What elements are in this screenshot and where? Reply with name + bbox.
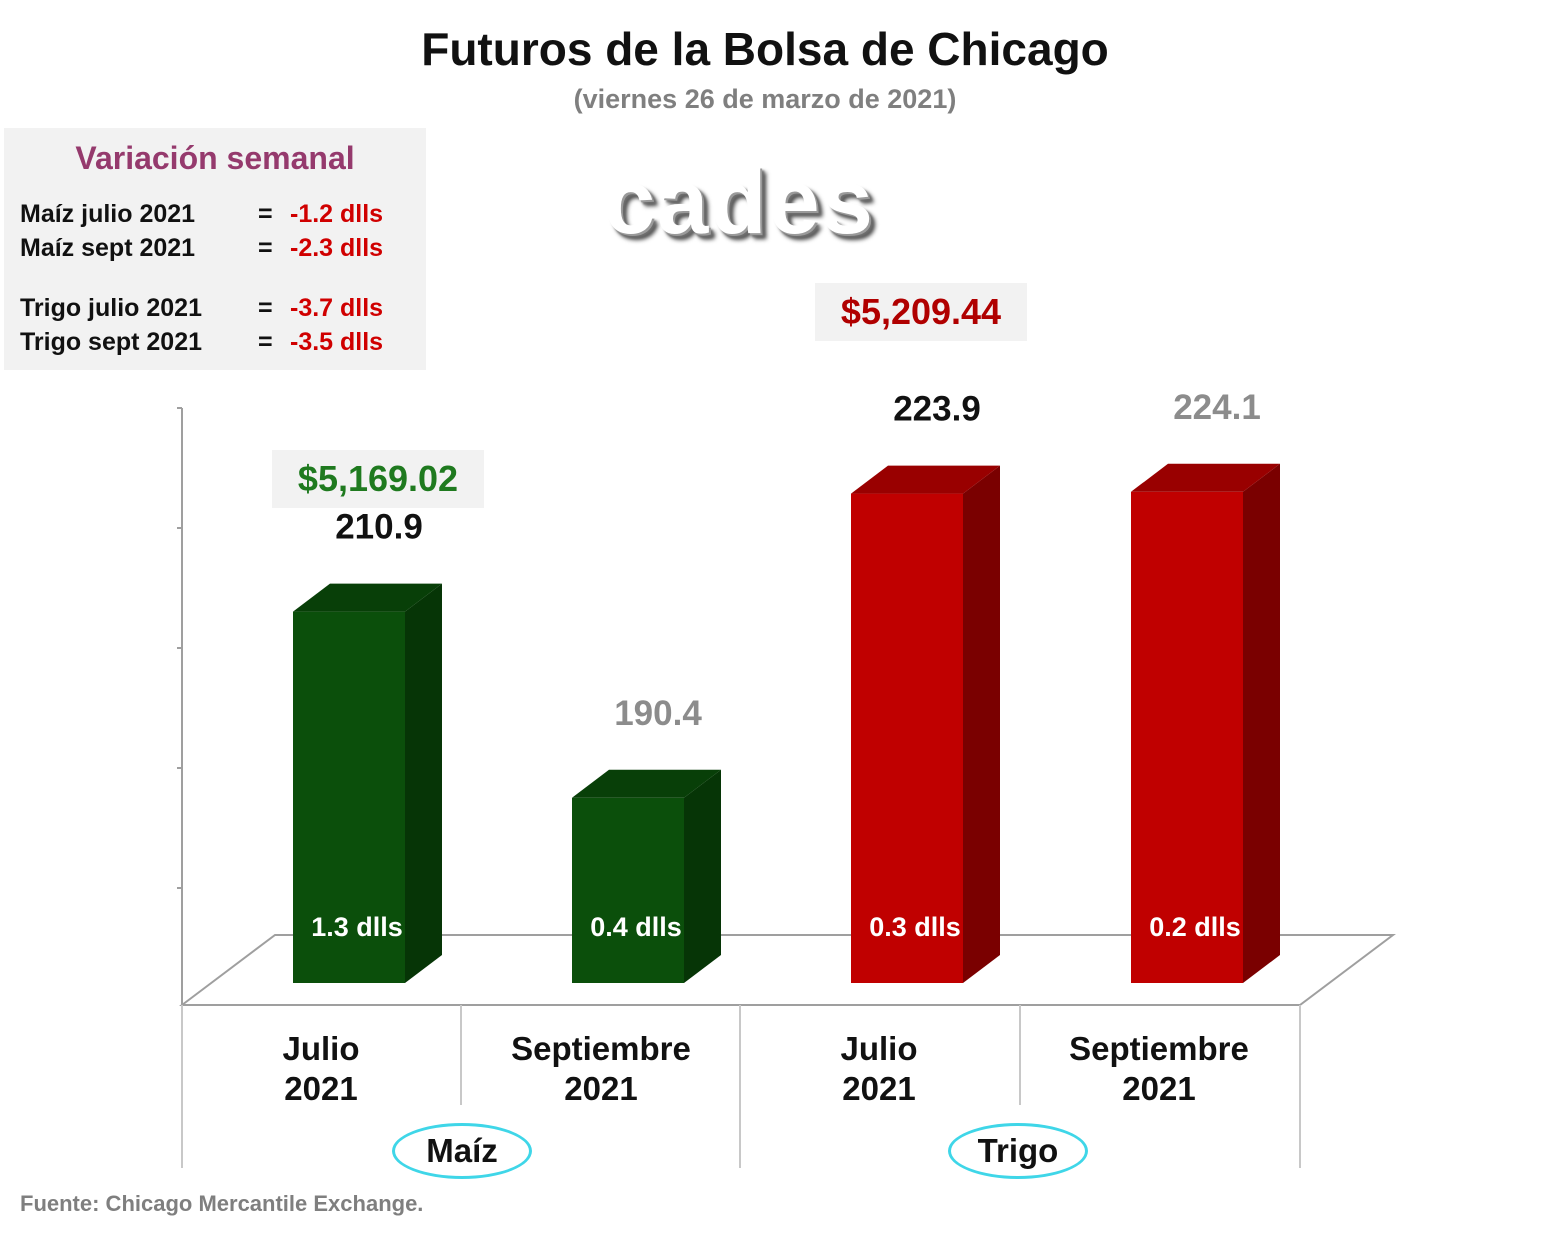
- variation-label: Maíz sept 2021: [20, 234, 196, 262]
- bar-top: [851, 465, 1000, 494]
- category-label-line: 2021: [1122, 1070, 1196, 1107]
- bar-front: [572, 797, 684, 983]
- category-label-line: 2021: [842, 1070, 916, 1107]
- bar-side: [1243, 463, 1280, 984]
- bar: [1131, 463, 1280, 984]
- bar-side: [963, 465, 1000, 983]
- category-label: Julio 2021: [181, 1029, 461, 1109]
- category-label-line: Septiembre: [1069, 1030, 1249, 1067]
- bar-front: [851, 493, 963, 983]
- inner-change-label: 1.3 dlls: [311, 912, 403, 942]
- bar-side: [405, 583, 442, 983]
- variation-value: -2.3 dlls: [290, 234, 384, 262]
- bar: [851, 465, 1000, 983]
- variation-equals: =: [258, 234, 273, 262]
- total-trigo-badge: $5,209.44: [815, 283, 1027, 341]
- chart-title: Futuros de la Bolsa de Chicago: [421, 23, 1109, 75]
- variation-label: Trigo julio 2021: [20, 294, 202, 322]
- bar-top: [1131, 463, 1280, 492]
- variation-equals: =: [258, 294, 273, 322]
- category-label-line: 2021: [564, 1070, 638, 1107]
- variation-row-maiz-julio: Maíz julio 2021 = -1.2 dlls: [20, 200, 383, 229]
- group-label-maiz: Maíz: [392, 1123, 532, 1179]
- bar-top: [293, 583, 442, 612]
- total-maiz-badge: $5,169.02: [272, 450, 484, 508]
- bar-front: [1131, 491, 1243, 983]
- weekly-variation-title: Variación semanal: [75, 140, 355, 176]
- variation-value: -3.7 dlls: [290, 294, 384, 322]
- value-label: 190.4: [614, 694, 702, 733]
- chart-labels: 210.9 1.3 dlls 190.4 0.4 dlls 223.9 0.3 dlls 2…: [311, 388, 1261, 942]
- variation-row-trigo-sept: Trigo sept 2021 = -3.5 dlls: [20, 328, 383, 357]
- bar-side: [684, 769, 721, 983]
- category-label-line: 2021: [284, 1070, 358, 1107]
- variation-equals: =: [258, 200, 273, 228]
- variation-equals: =: [258, 328, 273, 356]
- weekly-variation-box: Variación semanal Maíz julio 2021 = -1.2 d…: [4, 128, 426, 370]
- inner-change-label: 0.3 dlls: [869, 912, 961, 942]
- variation-value: -1.2 dlls: [290, 200, 384, 228]
- variation-value: -3.5 dlls: [290, 328, 384, 356]
- chart-axes: [177, 407, 1396, 1168]
- variation-row-maiz-sept: Maíz sept 2021 = -2.3 dlls: [20, 234, 383, 263]
- category-label: Septiembre 2021: [1019, 1029, 1299, 1109]
- bar-top: [572, 769, 721, 798]
- value-label: 210.9: [335, 508, 423, 547]
- bar: [293, 583, 442, 983]
- chart-bars: [293, 463, 1280, 984]
- value-label: 224.1: [1173, 388, 1261, 427]
- source-note: Fuente: Chicago Mercantile Exchange.: [20, 1191, 424, 1216]
- category-label-line: Julio: [840, 1030, 918, 1067]
- category-label: Septiembre 2021: [461, 1029, 741, 1109]
- bar-front: [293, 611, 405, 983]
- variation-label: Trigo sept 2021: [20, 328, 203, 356]
- category-label-line: Julio: [282, 1030, 360, 1067]
- category-label-line: Septiembre: [511, 1030, 691, 1067]
- variation-label: Maíz julio 2021: [20, 200, 196, 228]
- cades-logo: cades: [604, 151, 875, 253]
- chart-subtitle: (viernes 26 de marzo de 2021): [573, 84, 957, 114]
- inner-change-label: 0.4 dlls: [590, 912, 682, 942]
- chart-floor: [179, 934, 1396, 1006]
- value-label: 223.9: [893, 390, 981, 429]
- bar: [572, 769, 721, 983]
- group-label-trigo: Trigo: [948, 1123, 1088, 1179]
- variation-row-trigo-julio: Trigo julio 2021 = -3.7 dlls: [20, 294, 383, 323]
- category-label: Julio 2021: [739, 1029, 1019, 1109]
- inner-change-label: 0.2 dlls: [1149, 912, 1241, 942]
